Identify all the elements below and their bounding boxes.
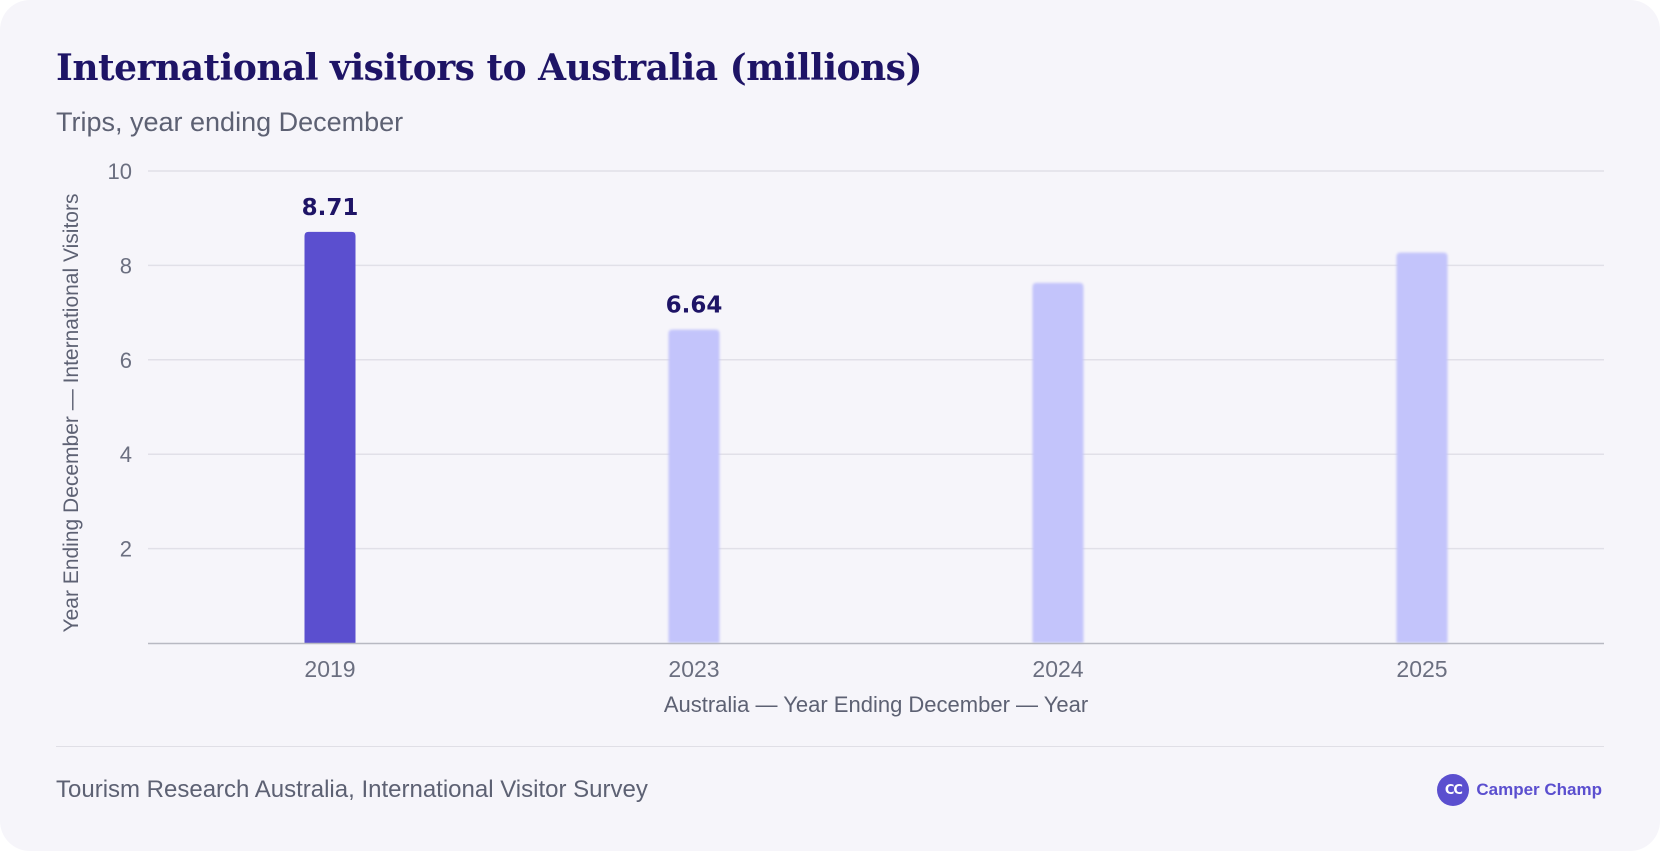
y-tick-label: 6 [120, 348, 132, 373]
brand-logo-icon: CC [1437, 774, 1470, 806]
bar-2024[interactable] [1032, 282, 1084, 643]
value-label-2019: 8.71 [302, 195, 359, 221]
chart-subtitle: Trips, year ending December [56, 107, 404, 137]
x-axis-ticks: 2019 2023 2024 2025 [304, 656, 1447, 682]
footer-divider [56, 746, 1604, 747]
value-label-2023: 6.64 [666, 293, 723, 319]
y-tick-label: 4 [120, 442, 132, 467]
x-tick-label-2019: 2019 [304, 656, 355, 682]
x-tick-label-2024: 2024 [1032, 656, 1083, 682]
bar-2023[interactable] [668, 329, 720, 643]
brand-name: Camper Champ [1476, 780, 1602, 799]
brand-mark[interactable]: CC Camper Champ [1437, 773, 1602, 807]
x-tick-label-2025: 2025 [1396, 656, 1447, 682]
y-axis-ticks: 2 4 6 8 10 [108, 159, 132, 562]
bar-chart: 2 4 6 8 10 8.71 6.64 2019 2023 2024 2025 Austral… [60, 159, 1604, 717]
y-axis-title: Year Ending December — International Vis… [60, 194, 83, 633]
data-labels: 8.71 6.64 [302, 195, 723, 319]
x-axis-title: Australia — Year Ending December — Year [664, 692, 1088, 717]
bar-2025[interactable] [1396, 252, 1448, 643]
gridlines [148, 170, 1604, 550]
y-tick-label: 10 [108, 159, 132, 184]
chart-title: International visitors to Australia (mil… [56, 47, 922, 89]
x-tick-label-2023: 2023 [668, 656, 719, 682]
bar-2019[interactable] [304, 231, 356, 643]
bars [304, 231, 1448, 643]
y-tick-label: 8 [120, 253, 132, 278]
y-tick-label: 2 [120, 537, 132, 562]
source-note: Tourism Research Australia, Internationa… [56, 776, 648, 803]
